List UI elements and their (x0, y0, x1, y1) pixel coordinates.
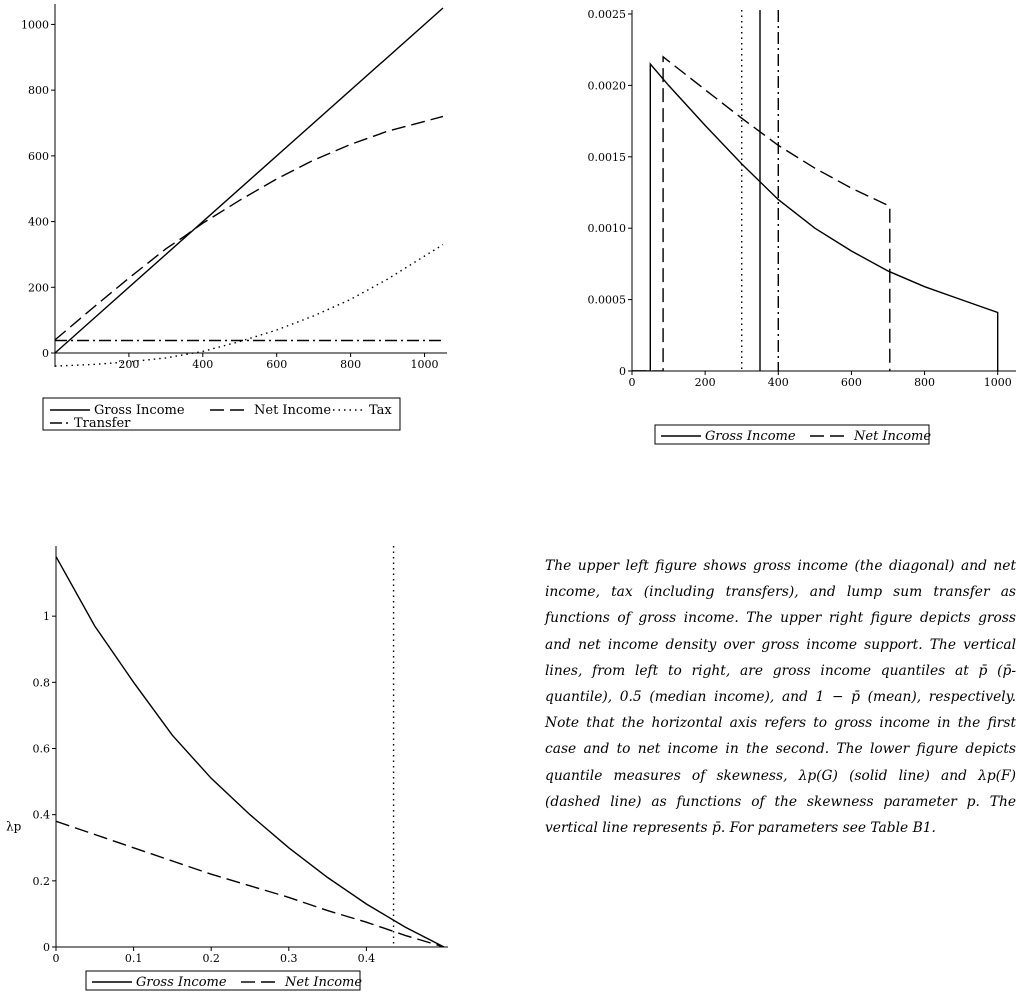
series-line-gross-income (55, 7, 444, 354)
legend-box (85, 970, 361, 991)
series-line-gross-income (632, 62, 999, 371)
x-tick-label: 1000 (984, 376, 1012, 389)
legend-label: Gross Income (94, 403, 185, 418)
x-tick-label: 800 (914, 376, 935, 389)
legend-label: Tax (369, 403, 392, 418)
legend-label: Gross Income (705, 429, 796, 444)
x-tick-label: 600 (266, 358, 287, 371)
y-tick-label: 1000 (21, 18, 49, 31)
x-tick-label: 0.2 (202, 952, 220, 965)
y-tick-label: 0 (42, 347, 49, 360)
legend-box (654, 424, 930, 445)
series-line-net-income (55, 115, 444, 341)
legend-label: Net Income (853, 429, 931, 444)
chart-skewness: 00.10.20.30.400.20.40.60.81pλpGross Inco… (6, 546, 448, 991)
x-tick-label: 0.1 (125, 952, 143, 965)
y-tick-label: 200 (28, 281, 49, 294)
legend-label: Gross Income (136, 975, 227, 990)
series-line-net-income (632, 55, 891, 371)
y-tick-label: 0.0020 (588, 79, 627, 92)
y-tick-label: 0.8 (33, 676, 51, 689)
y-tick-label: 0.4 (33, 809, 51, 822)
legend-label: Net Income (254, 403, 331, 418)
series-line-net-income (56, 820, 445, 947)
series-line-tax (55, 244, 444, 367)
x-tick-label: 0.3 (280, 952, 298, 965)
y-axis-label: λp (6, 820, 22, 834)
y-tick-label: 0.0010 (588, 222, 627, 235)
y-tick-label: 1 (43, 610, 50, 623)
y-tick-label: 0.2 (33, 875, 51, 888)
legend-label: Net Income (284, 975, 362, 990)
chart-income-tax: 200 400 600 800 1000 0 200 400 600 800 1000 Gross I… (21, 4, 447, 431)
x-tick-label: 0 (629, 376, 636, 389)
y-tick-label: 0 (43, 941, 50, 954)
x-tick-label: 200 (695, 376, 716, 389)
y-tick-label: 0.0015 (588, 151, 627, 164)
y-tick-label: 0.6 (33, 743, 51, 756)
chart-density: 0 200 400 600 800 1000 0 0.0005 0.0010 0.0015 0.00… (588, 8, 1016, 445)
x-tick-label: 1000 (411, 358, 439, 371)
y-tick-label: 0.0025 (588, 8, 627, 21)
y-tick-label: 600 (28, 150, 49, 163)
x-tick-label: 600 (841, 376, 862, 389)
x-tick-label: 200 (118, 358, 139, 371)
figure-caption: The upper left figure shows gross income… (545, 558, 1016, 837)
x-tick-label: 0.4 (358, 952, 376, 965)
legend-box (42, 397, 401, 431)
x-tick-label: 800 (340, 358, 361, 371)
series-line-gross-income (56, 556, 445, 947)
y-tick-label: 800 (28, 84, 49, 97)
x-tick-label: 400 (192, 358, 213, 371)
y-tick-label: 400 (28, 216, 49, 229)
x-tick-label: 0 (53, 952, 60, 965)
y-tick-label: 0.0005 (588, 294, 627, 307)
legend-label: Transfer (74, 416, 131, 431)
y-tick-label: 0 (619, 365, 626, 378)
x-tick-label: 400 (768, 376, 789, 389)
